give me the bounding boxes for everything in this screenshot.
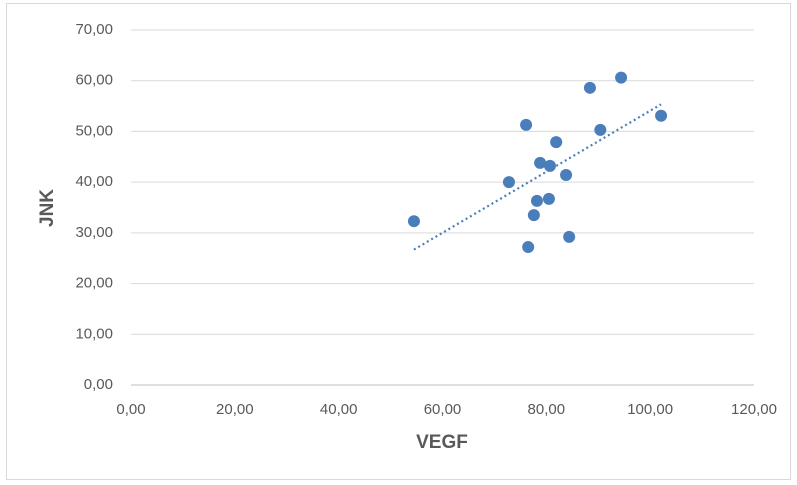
point bbox=[583, 81, 596, 94]
point bbox=[527, 209, 540, 222]
point bbox=[615, 71, 628, 84]
point bbox=[550, 136, 563, 149]
y-tick-label: 40,00 bbox=[75, 173, 113, 190]
y-tick-label: 50,00 bbox=[75, 122, 113, 139]
x-tick-label: 40,00 bbox=[320, 401, 358, 418]
point bbox=[563, 230, 576, 243]
y-tick-label: 30,00 bbox=[75, 224, 113, 241]
point bbox=[560, 169, 573, 182]
y-axis-title: JNK bbox=[37, 189, 58, 227]
x-axis-title: VEGF bbox=[416, 432, 468, 453]
point bbox=[520, 118, 533, 131]
point bbox=[594, 123, 607, 136]
point bbox=[542, 192, 555, 205]
y-tick-label: 60,00 bbox=[75, 72, 113, 89]
x-tick-label: 80,00 bbox=[528, 401, 566, 418]
x-tick-label: 120,00 bbox=[731, 401, 777, 418]
point bbox=[502, 176, 515, 189]
y-tick-label: 10,00 bbox=[75, 325, 113, 342]
x-tick-label: 0,00 bbox=[116, 401, 145, 418]
y-tick-label: 0,00 bbox=[84, 376, 113, 393]
y-tick-label: 20,00 bbox=[75, 275, 113, 292]
y-tick-label: 70,00 bbox=[75, 21, 113, 38]
point bbox=[543, 159, 556, 172]
chart-border bbox=[6, 3, 791, 480]
point bbox=[407, 215, 420, 228]
x-tick-label: 60,00 bbox=[424, 401, 462, 418]
x-tick-label: 100,00 bbox=[627, 401, 673, 418]
x-tick-label: 20,00 bbox=[216, 401, 254, 418]
point bbox=[522, 241, 535, 254]
point bbox=[655, 109, 668, 122]
point bbox=[534, 156, 547, 169]
point bbox=[530, 194, 543, 207]
